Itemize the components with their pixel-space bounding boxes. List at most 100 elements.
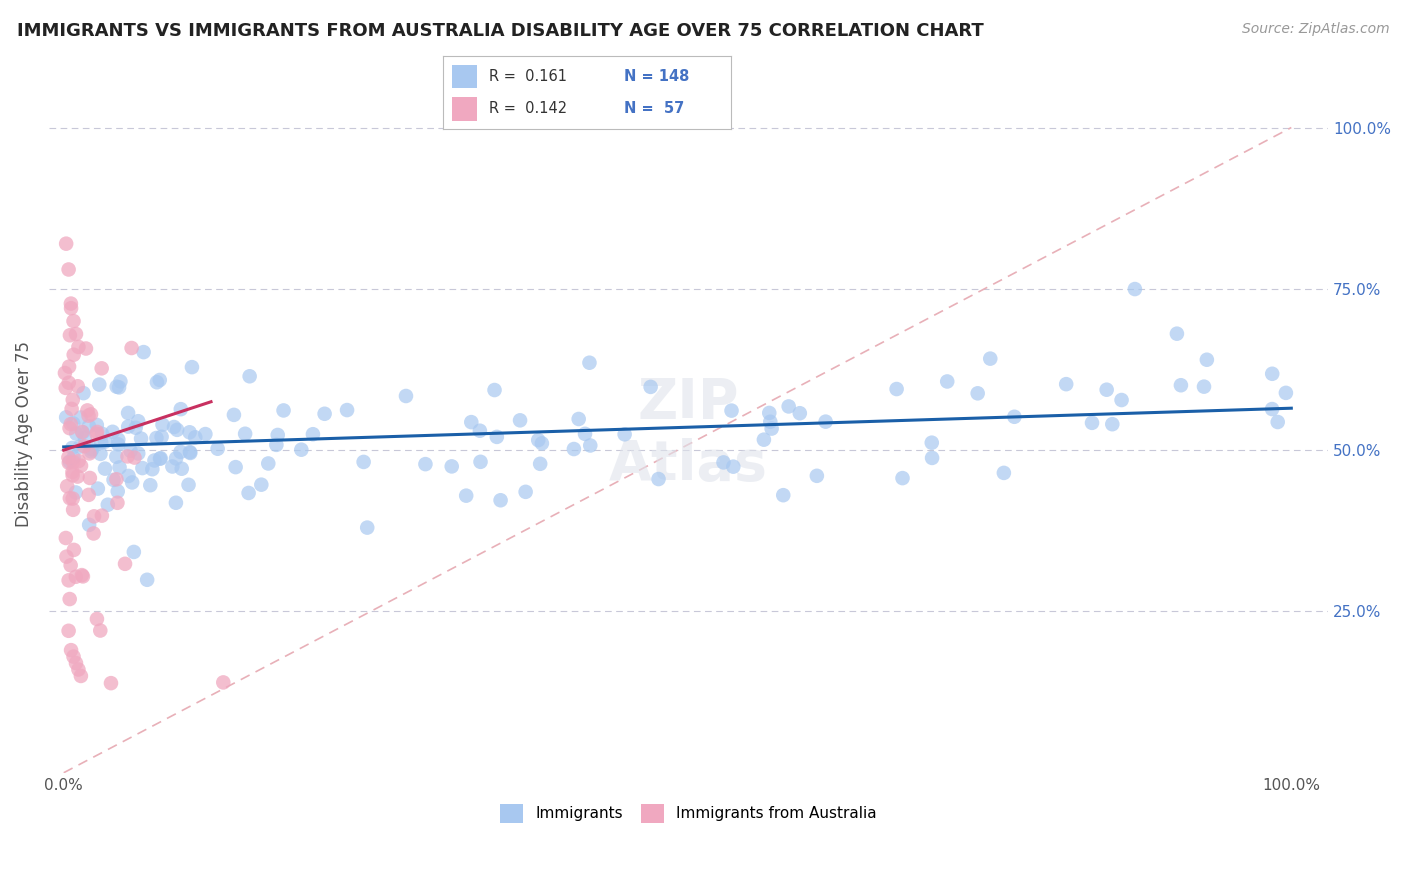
Point [60, 441, 83, 455]
Point [53, 366, 76, 380]
Point [58, 456, 80, 470]
Point [395, 389, 418, 403]
Point [640, 380, 662, 394]
Point [62, 450, 84, 465]
Point [56, 479, 79, 493]
Point [70, 425, 93, 439]
Point [166, 423, 188, 437]
Point [58, 359, 80, 374]
Point [145, 431, 167, 445]
Point [194, 427, 217, 442]
Point [772, 488, 794, 502]
Point [314, 407, 336, 421]
Point [87, 482, 110, 496]
Point [107, 496, 129, 510]
Point [62, 503, 84, 517]
Point [179, 445, 201, 459]
Point [1261, 367, 1284, 381]
Point [72, 386, 94, 401]
Point [107, 433, 129, 447]
Point [86, 417, 108, 432]
Point [110, 375, 132, 389]
Point [76, 403, 98, 417]
Text: R =  0.142: R = 0.142 [489, 102, 567, 116]
Point [484, 383, 506, 397]
Point [59, 328, 82, 343]
Point [141, 462, 163, 476]
Point [55, 236, 77, 251]
Point [114, 557, 136, 571]
Point [117, 419, 139, 434]
Point [273, 403, 295, 417]
Point [530, 436, 553, 450]
Point [117, 469, 139, 483]
Point [146, 376, 169, 390]
Point [65, 485, 87, 500]
Point [529, 457, 551, 471]
Point [58, 450, 80, 465]
Point [162, 459, 184, 474]
Point [1054, 377, 1077, 392]
Point [267, 428, 290, 442]
Point [509, 413, 531, 427]
Point [60, 643, 83, 657]
Point [152, 417, 174, 432]
Point [70, 458, 93, 473]
Point [80, 442, 103, 457]
Point [181, 360, 204, 375]
Text: ZIP
Atlas: ZIP Atlas [609, 376, 768, 492]
Point [125, 421, 148, 435]
Text: N =  57: N = 57 [624, 102, 685, 116]
Point [65, 570, 87, 584]
Point [233, 426, 256, 441]
Point [55, 549, 77, 564]
Point [759, 415, 782, 429]
Point [169, 445, 191, 459]
Point [70, 669, 93, 683]
Point [415, 457, 437, 471]
Point [806, 468, 828, 483]
Point [107, 437, 129, 451]
Point [353, 455, 375, 469]
Point [72, 569, 94, 583]
Point [470, 455, 492, 469]
Point [257, 457, 280, 471]
Point [62, 491, 84, 506]
Point [73, 431, 96, 445]
Point [131, 461, 153, 475]
Point [89, 624, 111, 638]
Point [69, 410, 91, 425]
Point [165, 496, 187, 510]
Point [79, 471, 101, 485]
Point [440, 459, 463, 474]
Point [77, 409, 100, 423]
Point [149, 451, 172, 466]
Point [1095, 383, 1118, 397]
Point [58, 262, 80, 277]
Point [613, 427, 636, 442]
Point [77, 419, 100, 434]
Point [489, 493, 512, 508]
Point [460, 415, 482, 429]
Point [108, 460, 131, 475]
Point [814, 415, 837, 429]
Point [65, 656, 87, 670]
Point [90, 361, 112, 376]
Point [891, 471, 914, 485]
Point [90, 508, 112, 523]
Point [1101, 417, 1123, 432]
Point [62, 417, 84, 431]
Point [302, 427, 325, 442]
FancyBboxPatch shape [451, 65, 478, 88]
Point [86, 425, 108, 439]
Point [336, 403, 359, 417]
Point [921, 450, 943, 465]
Point [921, 435, 943, 450]
Point [356, 520, 378, 534]
Point [65, 326, 87, 341]
Point [1195, 352, 1218, 367]
Point [117, 450, 139, 464]
Point [266, 438, 288, 452]
Point [515, 484, 537, 499]
Point [720, 403, 742, 417]
